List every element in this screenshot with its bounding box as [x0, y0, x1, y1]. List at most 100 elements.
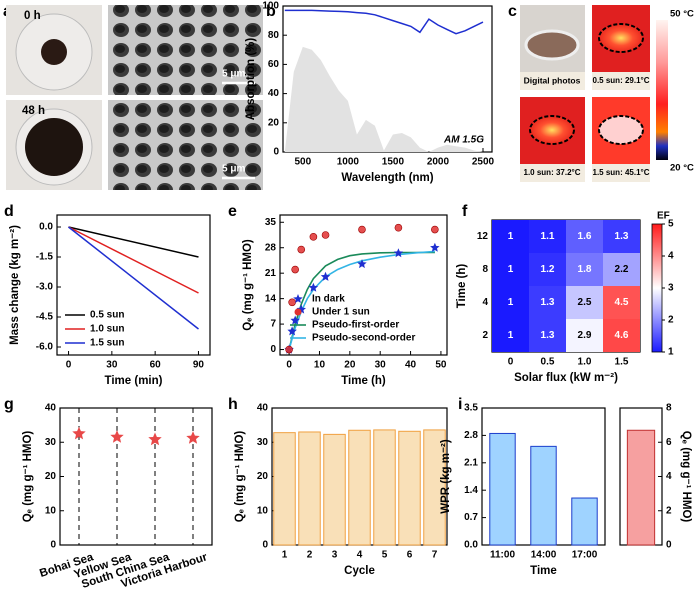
cell-label: 1.3 — [541, 297, 555, 308]
x-tick-label: 10 — [314, 360, 326, 371]
cell — [603, 253, 640, 286]
legend-label: Pseudo-first-order — [312, 320, 399, 331]
y-tick-label: 8 — [482, 264, 488, 275]
panel-label: d — [4, 203, 14, 220]
point — [357, 259, 367, 269]
cell-label: 2.5 — [578, 297, 592, 308]
x-tick-label: 0 — [286, 360, 292, 371]
panel-label: i — [458, 396, 462, 413]
plot-frame — [56, 214, 211, 356]
bar — [423, 429, 446, 546]
cell — [492, 319, 529, 352]
cell — [492, 253, 529, 286]
x-tick-label: 40 — [405, 360, 417, 371]
point — [148, 432, 162, 446]
y-tick-label: -6.0 — [36, 342, 54, 353]
y-tick-label: 0 — [273, 147, 279, 158]
cell — [566, 319, 603, 352]
cell-label: 1 — [508, 297, 514, 308]
hot-spot — [598, 23, 644, 53]
bar — [323, 433, 346, 546]
scale-max: 50 °C — [670, 9, 694, 20]
y-tick-label: 0.7 — [464, 512, 478, 523]
cell-label: 4.6 — [615, 330, 629, 341]
cell-label: 1.3 — [615, 231, 629, 242]
y-tick-label: -1.5 — [36, 252, 54, 263]
y-tick-label: 100 — [262, 1, 279, 12]
plot-frame — [279, 214, 448, 356]
legend-label: 1.0 sun — [90, 324, 124, 335]
bar — [530, 445, 557, 546]
panel-label: b — [266, 3, 276, 20]
x-axis-label: Time (h) — [341, 375, 386, 387]
y-tick-label: 20 — [268, 117, 280, 128]
y-tick-label: -4.5 — [36, 312, 54, 323]
colorbar — [651, 223, 663, 353]
x-tick-label: 2000 — [427, 157, 450, 168]
line — [68, 226, 199, 258]
bar — [571, 497, 598, 546]
sem-image — [108, 100, 263, 190]
x-tick-label: 4 — [357, 550, 363, 561]
cell — [529, 253, 566, 286]
x-tick-label: 1 — [282, 550, 288, 561]
legend-swatch — [294, 308, 302, 316]
y-axis-label: Absorption (%) — [245, 38, 257, 121]
colorbar-tick-label: 5 — [668, 219, 674, 230]
legend-label: Under 1 sun — [312, 307, 370, 318]
x-tick-label: 5 — [382, 550, 388, 561]
y-tick-label: 35 — [265, 217, 277, 228]
y-tick-label: 30 — [257, 437, 269, 448]
cell-label: 2.2 — [615, 264, 629, 275]
x-tick-label: 1500 — [382, 157, 405, 168]
scale-min: 20 °C — [670, 163, 694, 174]
y-tick-label: -3.0 — [36, 282, 54, 293]
annotation: AM 1.5G — [443, 135, 484, 146]
cell — [529, 220, 566, 253]
x-tick-label: 90 — [193, 360, 205, 371]
photos-panel: a 0 h 5 μm 48 h 5 μm — [3, 3, 263, 190]
y-tick-label: 12 — [477, 231, 489, 242]
bar — [348, 429, 371, 546]
y-tick-label: 2.1 — [464, 457, 478, 468]
bar — [489, 432, 516, 546]
x-tick-label: 2500 — [472, 157, 495, 168]
x-tick-label: 17:00 — [572, 550, 598, 561]
x-axis-label: Cycle — [344, 565, 375, 577]
x-tick-label: 0 — [508, 357, 514, 368]
cell-label: 1 — [508, 330, 514, 341]
y-tick-label: 40 — [268, 88, 280, 99]
point — [358, 225, 366, 234]
point — [297, 245, 306, 254]
x-tick-label: 30 — [106, 360, 118, 371]
x-tick-label: 20 — [344, 360, 356, 371]
x-tick-label: 0.5 — [541, 357, 555, 368]
photo-label: 0 h — [24, 10, 41, 22]
x-tick-label: 500 — [294, 157, 311, 168]
scale-label: 5 μm — [222, 69, 245, 80]
x-axis-label: Wavelength (nm) — [341, 172, 433, 184]
x-tick-label: 1.0 — [578, 357, 592, 368]
y-axis-label: WPR (kg m⁻²) — [440, 439, 452, 514]
y-axis-label: Qₑ (mg g⁻¹ HMO) — [22, 431, 34, 523]
panel-label: c — [508, 3, 517, 20]
x-tick-label: 1000 — [337, 157, 360, 168]
x-tick-label: 1.5 — [615, 357, 629, 368]
y-tick-label: 14 — [265, 293, 277, 304]
cell-label: 1.8 — [578, 264, 592, 275]
cell-label: 1.3 — [541, 330, 555, 341]
y-tick-label: 0.0 — [39, 222, 53, 233]
caption-bg — [592, 72, 650, 90]
legend-label: Pseudo-second-order — [312, 333, 415, 344]
y-axis-label: Qₑ (mg g⁻¹ HMO) — [234, 431, 246, 523]
x-tick-label: 6 — [407, 550, 413, 561]
y2-tick-label: 0 — [666, 540, 672, 551]
bar — [626, 429, 656, 546]
caption-bg — [592, 164, 650, 182]
cell-label: 1.1 — [541, 231, 555, 242]
y-tick-label: 2 — [482, 330, 488, 341]
caption: Digital photos — [524, 75, 581, 85]
panel-label: e — [228, 203, 237, 220]
y-axis-label: Mass change (kg m⁻²) — [9, 225, 21, 345]
